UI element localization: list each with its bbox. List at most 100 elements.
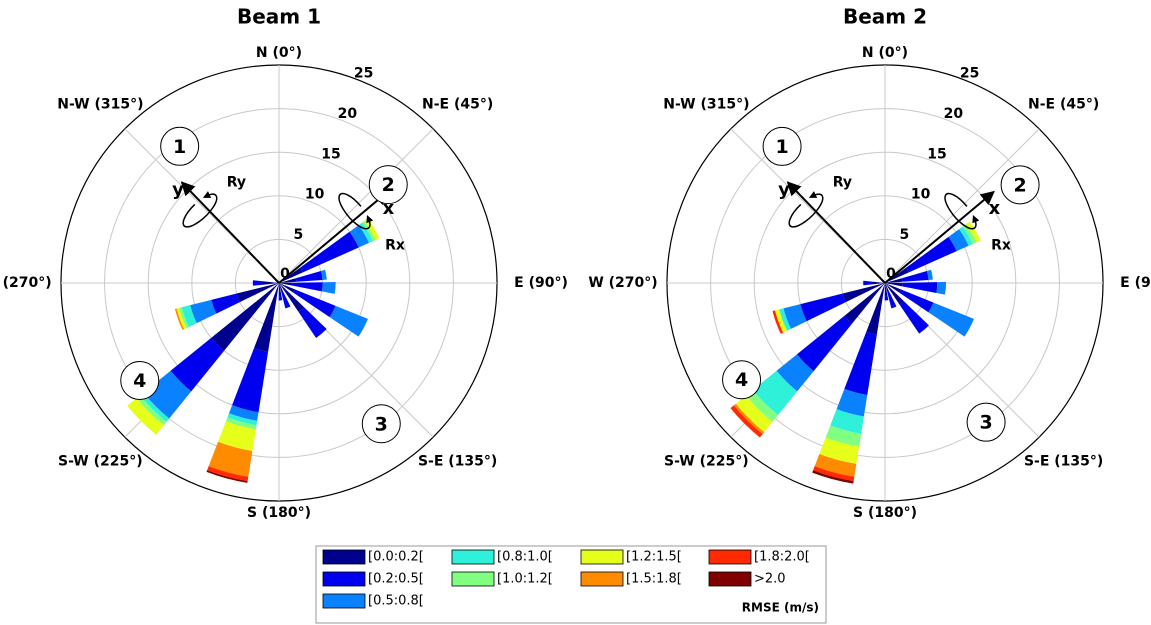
sector xyxy=(899,289,934,313)
marker-label: 1 xyxy=(775,136,788,158)
sector xyxy=(844,331,877,395)
angle-tick-label: E (90°) xyxy=(514,275,568,291)
sector xyxy=(776,354,814,392)
axis-label: x xyxy=(989,198,1001,219)
angle-tick-label: E (90°) xyxy=(1120,275,1151,291)
sector xyxy=(844,283,885,324)
sector xyxy=(948,229,969,252)
sector xyxy=(783,304,807,329)
legend-swatch xyxy=(322,593,366,609)
rotation-icon xyxy=(182,191,218,228)
angle-tick-label: N (0°) xyxy=(256,45,302,61)
sector xyxy=(730,405,763,438)
sector xyxy=(959,226,973,246)
sector xyxy=(127,398,164,435)
sector xyxy=(733,403,765,435)
sector xyxy=(906,236,957,273)
marker-circle xyxy=(762,126,802,166)
body-axis xyxy=(786,181,886,284)
sector xyxy=(779,308,791,331)
body-axis xyxy=(278,190,389,284)
sector xyxy=(225,417,257,430)
sector xyxy=(842,283,885,303)
sector xyxy=(179,307,189,329)
angle-tick-label: N (0°) xyxy=(862,45,908,61)
legend-label: [0.8:1.0[ xyxy=(497,550,553,565)
sector xyxy=(211,283,279,351)
legend-label: [1.2:1.5[ xyxy=(626,550,682,565)
sector xyxy=(298,307,327,338)
rotation-icon xyxy=(338,192,374,230)
sector xyxy=(291,282,323,292)
sector xyxy=(735,395,773,433)
rotation-icon xyxy=(944,192,980,230)
sector xyxy=(962,224,977,244)
sector xyxy=(746,390,778,422)
sector xyxy=(362,220,376,242)
sector xyxy=(236,283,279,303)
sector xyxy=(901,270,929,282)
marker-circle xyxy=(722,360,762,400)
angle-tick-label: S (180°) xyxy=(853,505,917,521)
sector xyxy=(281,290,291,309)
angle-tick-label: N-E (45°) xyxy=(422,96,493,112)
sector xyxy=(885,283,904,305)
r-tick-label: 10 xyxy=(911,187,931,203)
sector xyxy=(772,310,784,334)
sector xyxy=(928,302,974,337)
rotation-icon xyxy=(788,191,824,228)
r-tick-label: 5 xyxy=(899,227,909,243)
sector xyxy=(813,466,855,482)
sector xyxy=(140,392,170,422)
angle-tick-label: S-E (135°) xyxy=(418,454,497,470)
angle-tick-label: N-W (315°) xyxy=(57,96,143,112)
sector xyxy=(885,278,903,283)
sector xyxy=(329,305,368,337)
sector xyxy=(825,425,862,447)
legend-label: [0.2:0.5[ xyxy=(368,572,424,587)
marker-circle xyxy=(160,126,200,166)
legend-label: [1.5:1.8[ xyxy=(626,572,682,587)
angle-tick-label: N-E (45°) xyxy=(1028,96,1099,112)
sector xyxy=(181,305,197,327)
chart-title: Beam 1 xyxy=(237,5,321,29)
marker-label: 3 xyxy=(375,413,388,435)
legend-label: [0.5:0.8[ xyxy=(368,594,424,609)
sector xyxy=(800,293,846,322)
rotation-label: Ry xyxy=(833,175,852,191)
angle-tick-label: S-W (225°) xyxy=(664,454,749,470)
sector xyxy=(885,282,903,287)
sector xyxy=(190,299,217,324)
marker-label: 4 xyxy=(133,370,146,392)
sector xyxy=(295,270,323,282)
sector xyxy=(814,453,857,477)
sector xyxy=(885,283,889,292)
chart-title: Beam 2 xyxy=(843,5,927,29)
sector xyxy=(211,293,240,314)
sector xyxy=(836,388,868,417)
legend-label: [1.0:1.2[ xyxy=(497,572,553,587)
sector xyxy=(300,231,359,273)
r-tick-label: 25 xyxy=(960,65,979,81)
sector xyxy=(279,283,296,293)
r-tick-label: 20 xyxy=(338,106,358,122)
legend-label: [1.8:2.0[ xyxy=(754,550,810,565)
r-tick-label: 15 xyxy=(321,146,340,162)
grid-spoke xyxy=(278,128,434,284)
sector xyxy=(796,315,853,372)
sector xyxy=(866,283,885,335)
sector xyxy=(885,283,902,293)
rotation-label: Rx xyxy=(991,237,1011,253)
sector xyxy=(278,283,282,297)
sector xyxy=(812,470,854,484)
legend-swatch xyxy=(322,571,366,587)
r-tick-label: 15 xyxy=(927,146,946,162)
sector xyxy=(320,269,327,280)
grid-spoke xyxy=(884,128,1040,284)
marker-circle xyxy=(966,402,1006,442)
marker-circle xyxy=(120,361,160,401)
sector xyxy=(279,283,283,292)
angle-tick-label: S-E (135°) xyxy=(1024,454,1103,470)
sector xyxy=(899,301,929,334)
